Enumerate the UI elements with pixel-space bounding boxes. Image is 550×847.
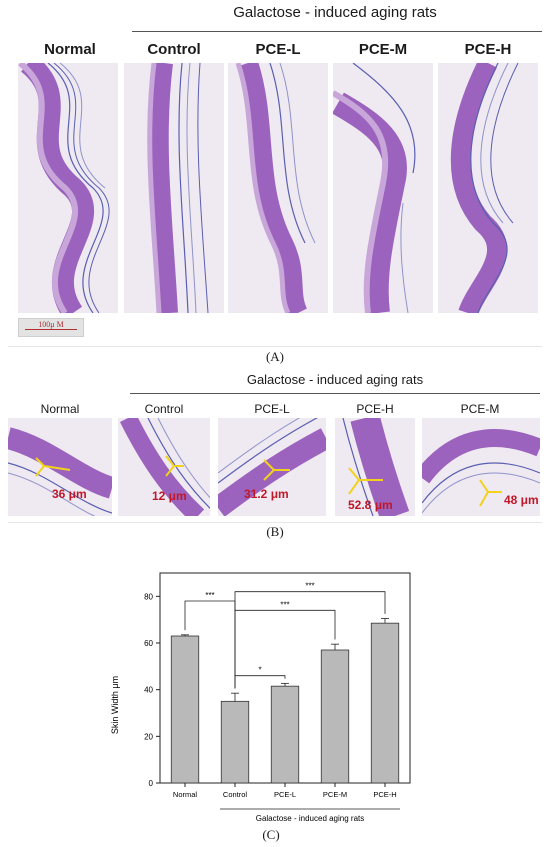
bar-pce-l bbox=[270, 685, 300, 784]
x-tick-label: Normal bbox=[173, 790, 198, 799]
histology-image-pce-m bbox=[333, 63, 433, 313]
histology-image-pce-h bbox=[438, 63, 538, 313]
panel-a-label-control: Control bbox=[147, 41, 201, 58]
panel-a-label-normal: Normal bbox=[44, 41, 96, 58]
bars bbox=[170, 618, 400, 784]
panel-b-group-line bbox=[130, 393, 540, 394]
significance-brackets: ********** bbox=[184, 582, 386, 689]
y-tick-label: 80 bbox=[144, 592, 153, 601]
significance-bracket bbox=[234, 591, 386, 689]
separator-b bbox=[8, 522, 542, 523]
y-tick-label: 20 bbox=[144, 732, 153, 741]
separator-a bbox=[8, 346, 542, 347]
scale-bar-label: 100μ M bbox=[38, 320, 64, 329]
significance-label: * bbox=[258, 666, 261, 675]
x-tick-label: PCE-H bbox=[373, 790, 396, 799]
panel-b-letter: (B) bbox=[266, 524, 284, 539]
significance-label: *** bbox=[305, 582, 314, 591]
panel-b-group-title: Galactose - induced aging rats bbox=[246, 372, 424, 387]
measurement-normal: 36 μm bbox=[52, 487, 87, 501]
significance-label: *** bbox=[205, 591, 214, 600]
histology-crop-control bbox=[118, 418, 210, 516]
panel-a-label-pce-h: PCE-H bbox=[464, 41, 512, 58]
panel-b-label-control: Control bbox=[144, 402, 184, 416]
histology-crop-normal bbox=[8, 418, 112, 516]
measurement-pce-l: 31.2 μm bbox=[244, 487, 289, 501]
histology-image-pce-l bbox=[228, 63, 328, 313]
bar-control bbox=[220, 700, 250, 784]
x-tick-label: PCE-M bbox=[323, 790, 347, 799]
panel-b-label-pce-h: PCE-H bbox=[356, 402, 394, 416]
scale-bar-line bbox=[25, 329, 77, 330]
x-group-label: Galactose - induced aging rats bbox=[256, 814, 365, 823]
bar-pce-m bbox=[320, 649, 350, 784]
panel-c-letter: (C) bbox=[262, 827, 280, 842]
x-tick-label: Control bbox=[223, 790, 248, 799]
significance-label: *** bbox=[280, 600, 289, 609]
bar-pce-h bbox=[370, 622, 400, 784]
y-tick-label: 0 bbox=[149, 779, 154, 788]
histology-crop-pce-h bbox=[335, 418, 415, 516]
y-axis: 0 20 40 60 80 bbox=[144, 592, 160, 788]
panel-a-letter: (A) bbox=[265, 349, 285, 364]
scale-bar: 100μ M bbox=[18, 318, 84, 337]
measurement-control: 12 μm bbox=[152, 489, 187, 503]
y-tick-label: 40 bbox=[144, 686, 153, 695]
x-axis-labels: Normal Control PCE-L PCE-M PCE-H bbox=[173, 783, 397, 799]
y-axis-label: Skin Width μm bbox=[110, 676, 120, 734]
histology-image-normal bbox=[18, 63, 118, 313]
panel-a-group-title: Galactose - induced aging rats bbox=[233, 4, 437, 21]
panel-b-label-pce-l: PCE-L bbox=[254, 402, 290, 416]
histology-crop-pce-l bbox=[218, 418, 326, 516]
panel-b-label-pce-m: PCE-M bbox=[460, 402, 500, 416]
histology-image-control bbox=[124, 63, 224, 313]
bar-normal bbox=[170, 635, 200, 784]
panel-b-label-normal: Normal bbox=[40, 402, 80, 416]
histology-crop-pce-m bbox=[422, 418, 540, 516]
panel-a-group-line bbox=[132, 31, 542, 32]
measurement-pce-m: 48 μm bbox=[504, 493, 539, 507]
y-tick-label: 60 bbox=[144, 639, 153, 648]
measurement-pce-h: 52.8 μm bbox=[348, 498, 393, 512]
panel-a-label-pce-l: PCE-L bbox=[255, 41, 301, 58]
x-tick-label: PCE-L bbox=[274, 790, 296, 799]
panel-a-label-pce-m: PCE-M bbox=[358, 41, 408, 58]
